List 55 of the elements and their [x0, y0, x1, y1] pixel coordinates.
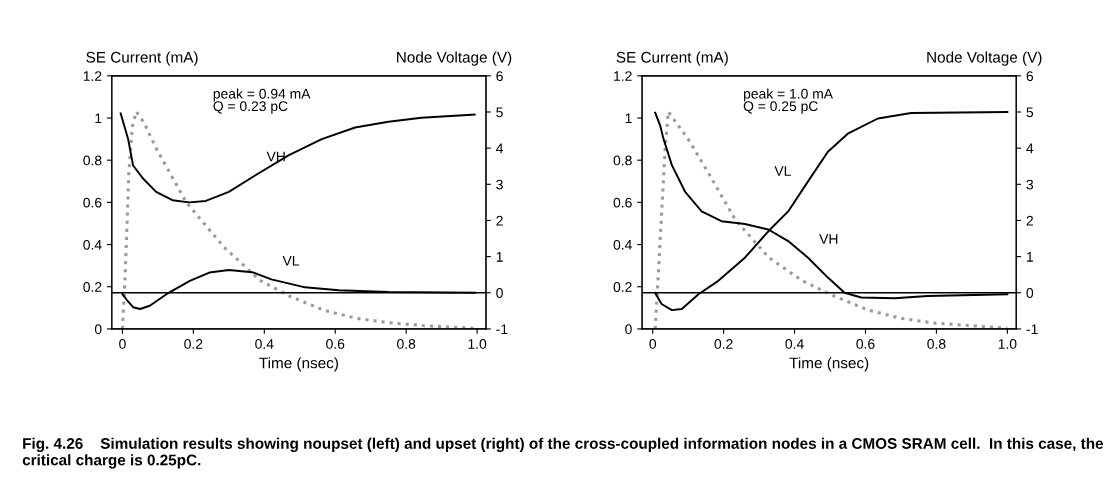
annotation: peak = 1.0 mA Q = 0.25 pC	[743, 88, 833, 114]
y2-axis-title: Node Voltage (V)	[927, 51, 1042, 66]
y2-tick-label: 6	[496, 71, 503, 81]
x-tick-label: 0.4	[785, 339, 804, 349]
x-tick-label: 0.6	[856, 339, 875, 349]
y-axis-title: SE Current (mA)	[86, 51, 198, 66]
y2-tick-label: 3	[1026, 179, 1034, 190]
x-axis-title: Time (nsec)	[789, 357, 869, 372]
x-tick-label: 0.8	[927, 339, 946, 349]
y2-tick-label: 1	[496, 252, 503, 262]
x-tick-label: 0.6	[326, 339, 345, 349]
y-tick-label: 1.2	[83, 71, 102, 81]
y-tick-label: 0.8	[83, 155, 102, 166]
series-label: VL	[774, 166, 791, 176]
y2-tick-label: 0	[1026, 288, 1034, 298]
y2-tick-label: 5	[1026, 107, 1034, 118]
y2-tick-label: 6	[1026, 71, 1034, 81]
y-tick-label: 0.2	[613, 282, 632, 292]
series-label: VL	[282, 255, 300, 266]
y2-tick-label: -1	[1026, 324, 1038, 334]
y2-tick-label: 1	[1027, 252, 1033, 262]
y-tick-label: 0	[94, 324, 102, 335]
x-tick-label: 1.0	[998, 339, 1017, 349]
y2-tick-label: 2	[496, 215, 503, 226]
y-tick-label: 0.4	[613, 239, 632, 250]
x-tick-label: 1.0	[468, 339, 487, 349]
y2-tick-label: 4	[496, 143, 504, 154]
y-tick-label: 0.6	[613, 197, 632, 208]
y-tick-label: 1	[95, 113, 102, 124]
series-label: VH	[819, 234, 838, 244]
y-tick-label: 1	[625, 113, 632, 124]
y2-tick-label: 0	[496, 288, 503, 298]
x-tick-label: 0.4	[255, 339, 274, 349]
y-axis-title: SE Current (mA)	[616, 51, 728, 66]
y-tick-label: 0.8	[613, 155, 632, 166]
x-axis-title: Time (nsec)	[259, 357, 338, 372]
x-tick-label: 0	[119, 339, 126, 349]
y-tick-label: 0	[625, 324, 632, 335]
annotation: peak = 0.94 mA Q = 0.23 pC	[213, 88, 311, 114]
x-tick-label: 0.8	[397, 339, 416, 349]
caption: Fig. 4.26 Simulation results showing noupset (left) and upset (right) of the cross-coupled information nodes in a CMOS SRAM cell. In this case, the critical charge is 0.25pC.	[22, 437, 1104, 469]
y2-tick-label: -1	[496, 324, 508, 334]
y-tick-label: 0.2	[83, 282, 102, 292]
y-tick-label: 0.6	[83, 197, 102, 208]
y2-tick-label: 3	[496, 179, 503, 190]
y2-tick-label: 4	[1026, 143, 1034, 154]
y-tick-label: 1.2	[614, 71, 632, 81]
y2-tick-label: 5	[496, 107, 503, 118]
x-tick-label: 0.2	[714, 339, 733, 349]
x-tick-label: 0	[649, 339, 657, 349]
series-label: VH	[266, 151, 285, 162]
y2-tick-label: 2	[1026, 215, 1033, 226]
y2-axis-title: Node Voltage (V)	[397, 51, 512, 66]
x-tick-label: 0.2	[184, 339, 203, 349]
y-tick-label: 0.4	[83, 239, 102, 250]
